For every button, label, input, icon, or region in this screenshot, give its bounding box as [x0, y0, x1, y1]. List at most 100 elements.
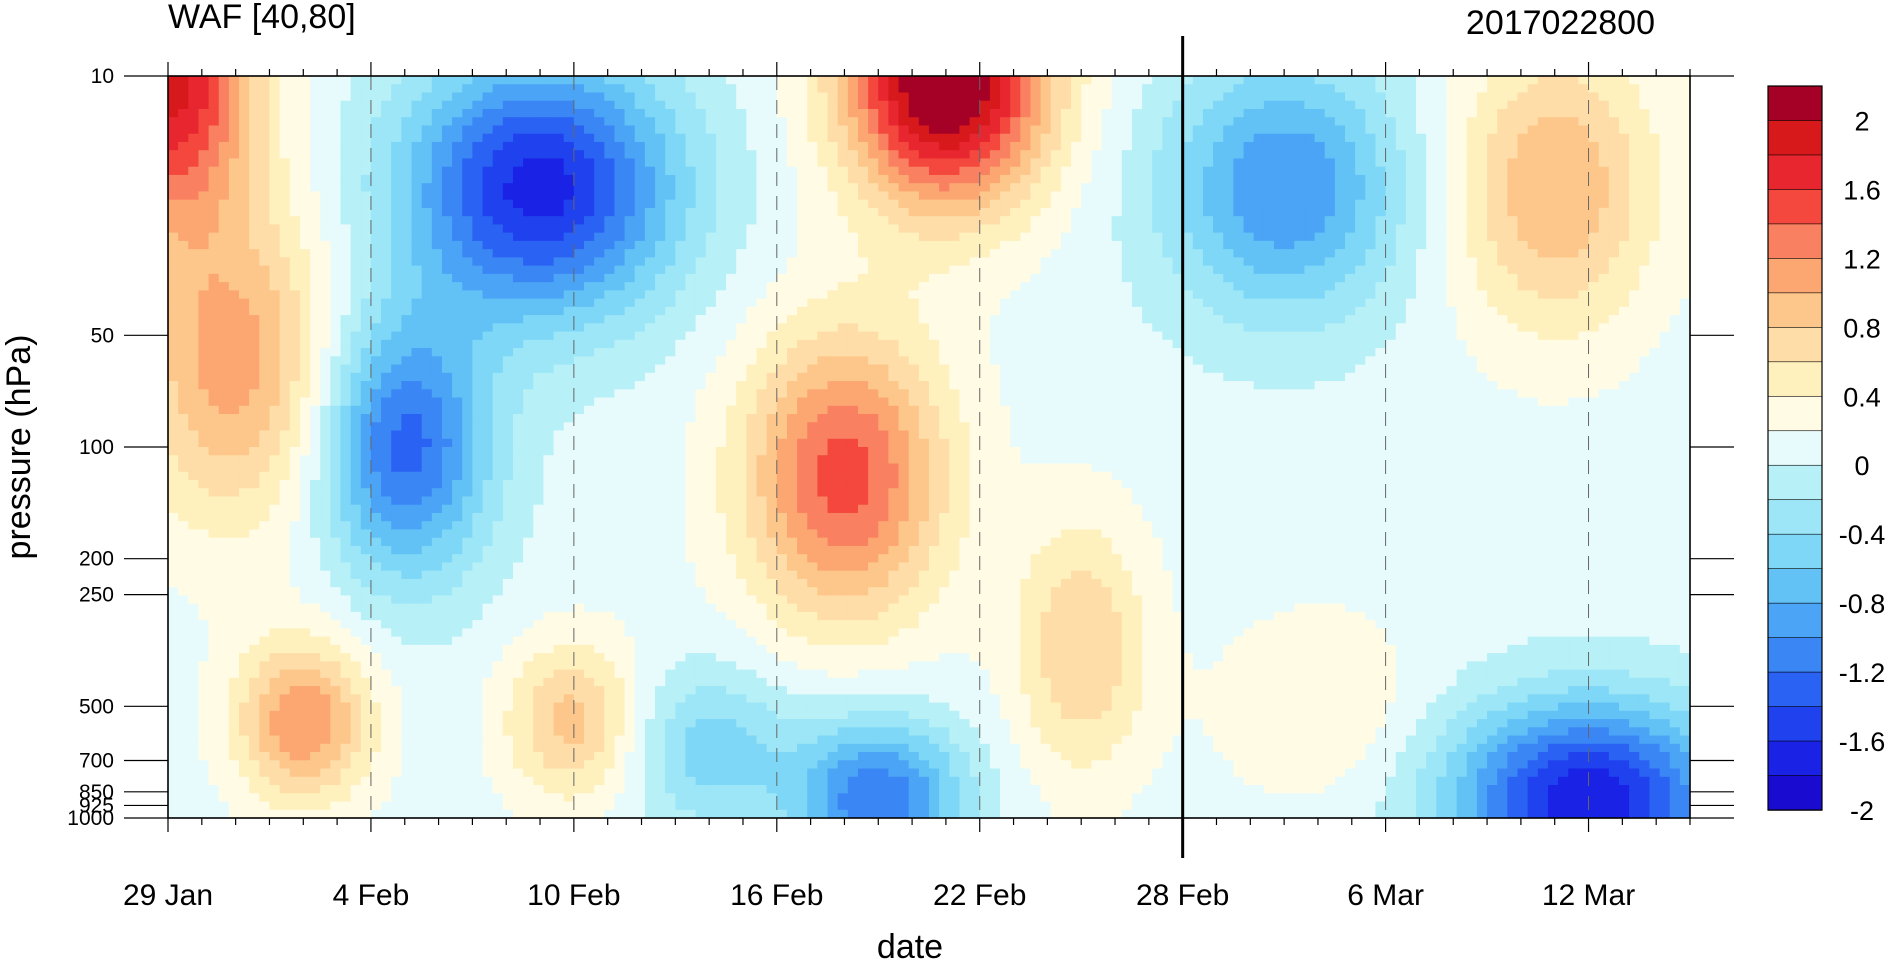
field-cell [573, 743, 585, 753]
field-cell [715, 232, 727, 242]
field-cell [431, 422, 443, 432]
field-cell [208, 735, 220, 745]
field-cell [492, 603, 504, 613]
field-cell [330, 125, 342, 135]
field-cell [563, 488, 575, 498]
field-cell [462, 216, 473, 225]
field-cell [441, 224, 453, 234]
field-cell [715, 356, 727, 366]
field-cell [614, 628, 626, 638]
field-cell [218, 166, 230, 176]
field-cell [330, 603, 342, 613]
field-cell [512, 710, 524, 720]
field-cell [249, 381, 260, 390]
field-cell [310, 323, 321, 333]
field-cell [381, 166, 392, 176]
field-cell [168, 793, 179, 803]
field-cell [502, 644, 514, 654]
field-cell [391, 183, 402, 193]
field-cell [421, 199, 433, 209]
field-cell [320, 504, 331, 514]
field-cell [614, 282, 626, 291]
field-cell [715, 273, 727, 283]
field-cell [421, 471, 433, 481]
field-cell [198, 447, 210, 456]
field-cell [502, 315, 514, 324]
field-cell [634, 471, 646, 481]
field-cell [675, 125, 687, 135]
field-cell [289, 364, 301, 374]
field-cell [644, 710, 656, 720]
field-cell [604, 611, 616, 621]
field-cell [279, 496, 291, 506]
field-cell [178, 265, 189, 275]
field-cell [644, 224, 656, 234]
field-cell [624, 438, 636, 448]
field-cell [239, 133, 250, 143]
field-cell [452, 323, 463, 333]
field-cell [604, 265, 616, 275]
field-cell [431, 315, 443, 324]
field-cell [299, 273, 311, 283]
field-cell [563, 414, 575, 423]
field-cell [705, 183, 717, 193]
field-cell [563, 199, 575, 209]
field-cell [431, 620, 443, 629]
field-cell [624, 430, 636, 440]
field-cell [431, 117, 443, 127]
field-cell [299, 257, 311, 267]
field-cell [259, 207, 271, 217]
field-cell [289, 108, 301, 118]
field-cell [360, 298, 372, 308]
field-cell [310, 521, 321, 531]
field-cell [452, 496, 463, 506]
field-cell [685, 133, 697, 143]
field-cell [441, 232, 453, 242]
field-cell [665, 496, 676, 506]
field-cell [299, 578, 311, 588]
field-cell [269, 174, 281, 184]
field-cell [533, 455, 545, 465]
field-cell [401, 595, 413, 605]
field-cell [168, 257, 179, 267]
field-cell [543, 570, 555, 580]
field-cell [168, 125, 179, 135]
field-cell [675, 752, 687, 761]
field-cell [644, 661, 656, 671]
field-cell [269, 644, 281, 654]
field-cell [594, 76, 605, 85]
field-cell [401, 727, 413, 737]
field-cell [330, 240, 342, 250]
field-cell [604, 158, 616, 168]
field-cell [249, 644, 260, 654]
field-cell [472, 537, 484, 547]
field-cell [634, 702, 646, 712]
field-cell [634, 348, 646, 357]
field-cell [675, 166, 687, 176]
field-cell [502, 298, 514, 308]
field-cell [604, 108, 616, 118]
field-cell [178, 199, 189, 209]
field-cell [259, 644, 271, 654]
field-cell [573, 422, 585, 432]
field-cell [350, 587, 362, 596]
field-cell [249, 166, 260, 176]
field-cell [634, 364, 646, 374]
field-cell [228, 479, 240, 489]
field-cell [553, 381, 565, 390]
field-cell [573, 414, 585, 423]
field-cell [289, 306, 301, 316]
field-cell [360, 504, 372, 514]
field-cell [391, 537, 402, 547]
field-cell [259, 150, 271, 160]
field-cell [655, 414, 666, 423]
field-cell [259, 183, 271, 193]
field-cell [644, 677, 656, 687]
field-cell [695, 529, 707, 539]
field-cell [584, 636, 595, 646]
field-cell [695, 735, 707, 745]
field-cell [330, 776, 342, 786]
field-cell [289, 669, 301, 679]
field-cell [350, 743, 362, 753]
field-cell [441, 677, 453, 687]
